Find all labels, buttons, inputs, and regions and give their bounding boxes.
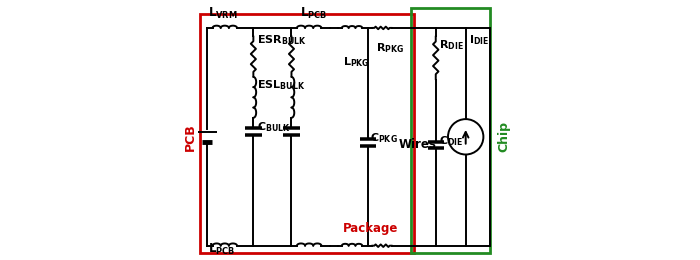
Text: Chip: Chip [497, 121, 510, 152]
Text: $\mathbf{L_{PCB}}$: $\mathbf{L_{PCB}}$ [209, 242, 236, 257]
Text: $\mathbf{ESR_{BULK}}$: $\mathbf{ESR_{BULK}}$ [257, 33, 307, 47]
Text: Wires: Wires [399, 139, 437, 152]
Bar [200, 14, 414, 252]
Text: $\mathbf{C_{PKG}}$: $\mathbf{C_{PKG}}$ [370, 131, 398, 145]
Text: $\mathbf{L_{VRM}}$: $\mathbf{L_{VRM}}$ [209, 6, 238, 21]
Bar [412, 8, 490, 252]
Text: $\mathbf{C_{DIE}}$: $\mathbf{C_{DIE}}$ [439, 134, 463, 148]
Text: $\mathbf{L_{PCB}}$: $\mathbf{L_{PCB}}$ [300, 6, 327, 21]
Text: $\mathbf{L_{PKG}}$: $\mathbf{L_{PKG}}$ [343, 55, 370, 69]
Text: $\mathbf{C_{BULK}}$: $\mathbf{C_{BULK}}$ [257, 120, 290, 134]
Text: $\mathbf{R_{DIE}}$: $\mathbf{R_{DIE}}$ [439, 39, 464, 53]
Text: Package: Package [343, 222, 398, 235]
Text: $\mathbf{ESL_{BULK}}$: $\mathbf{ESL_{BULK}}$ [257, 78, 305, 92]
Text: PCB: PCB [184, 123, 197, 151]
Text: $\mathbf{R_{PKG}}$: $\mathbf{R_{PKG}}$ [376, 41, 404, 55]
Text: $\mathbf{I_{DIE}}$: $\mathbf{I_{DIE}}$ [469, 33, 489, 47]
